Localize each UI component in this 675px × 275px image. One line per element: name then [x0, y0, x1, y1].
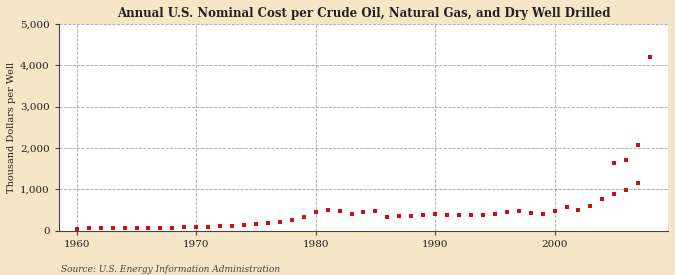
Title: Annual U.S. Nominal Cost per Crude Oil, Natural Gas, and Dry Well Drilled: Annual U.S. Nominal Cost per Crude Oil, … [117, 7, 610, 20]
Point [537, 211, 548, 216]
Point [609, 161, 620, 165]
Point [227, 224, 238, 228]
Point [370, 209, 381, 213]
Point [632, 181, 643, 185]
Point [406, 214, 416, 218]
Point [466, 213, 477, 218]
Point [549, 209, 560, 213]
Point [418, 213, 429, 218]
Point [477, 213, 488, 217]
Point [83, 226, 94, 230]
Point [394, 214, 405, 219]
Point [179, 225, 190, 229]
Point [358, 210, 369, 214]
Point [502, 210, 512, 214]
Point [334, 209, 345, 213]
Point [489, 212, 500, 216]
Point [286, 218, 297, 223]
Point [430, 212, 441, 216]
Point [525, 210, 536, 215]
Point [621, 188, 632, 192]
Point [275, 220, 286, 224]
Text: Source: U.S. Energy Information Administration: Source: U.S. Energy Information Administ… [61, 265, 279, 274]
Point [107, 226, 118, 230]
Point [322, 207, 333, 212]
Point [573, 207, 584, 212]
Point [143, 226, 154, 230]
Point [191, 225, 202, 229]
Point [514, 208, 524, 213]
Point [263, 221, 273, 225]
Point [645, 55, 655, 59]
Point [621, 158, 632, 162]
Point [597, 197, 608, 202]
Point [95, 226, 106, 230]
Point [310, 210, 321, 214]
Point [167, 225, 178, 230]
Point [250, 222, 261, 226]
Point [239, 223, 250, 227]
Point [382, 214, 393, 219]
Point [454, 213, 464, 218]
Point [561, 205, 572, 209]
Point [346, 212, 357, 217]
Point [215, 224, 225, 229]
Point [72, 226, 82, 231]
Point [632, 142, 643, 147]
Point [202, 224, 213, 229]
Point [441, 213, 452, 217]
Point [585, 204, 596, 208]
Point [131, 226, 142, 230]
Point [155, 226, 166, 230]
Point [298, 215, 309, 219]
Y-axis label: Thousand Dollars per Well: Thousand Dollars per Well [7, 62, 16, 193]
Point [119, 226, 130, 230]
Point [609, 192, 620, 197]
